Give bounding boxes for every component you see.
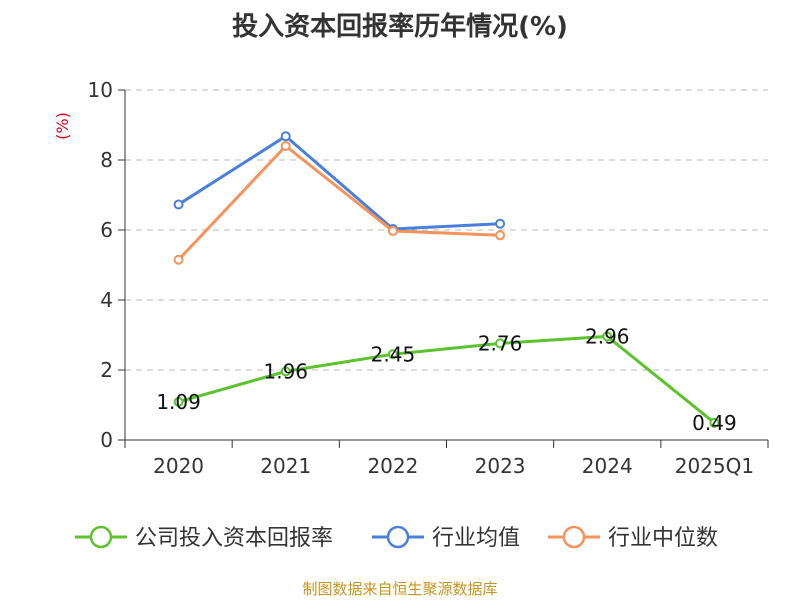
legend-marker-icon [562, 525, 586, 549]
x-tick-label: 2025Q1 [675, 454, 754, 478]
data-point [495, 218, 506, 229]
data-point [387, 226, 398, 237]
x-tick-label: 2022 [367, 454, 418, 478]
series-line-1 [177, 134, 501, 231]
legend[interactable]: 公司投入资本回报率 行业均值 行业中位数 [75, 525, 718, 551]
legend-label: 行业中位数 [608, 526, 718, 551]
data-point [280, 366, 291, 377]
legend-label: 行业均值 [432, 526, 520, 551]
y-tick-label: 0 [100, 428, 113, 452]
x-tick-label: 2020 [153, 454, 204, 478]
legend-marker-icon [386, 525, 410, 549]
y-tick-label: 8 [100, 148, 113, 172]
data-label: 1.09 [156, 390, 201, 414]
data-label: 0.49 [692, 411, 737, 435]
legend-marker-icon [89, 525, 113, 549]
data-label: 1.96 [263, 359, 308, 383]
chart-title: 投入资本回报率历年情况(%) [232, 12, 568, 42]
y-tick-label: 2 [100, 358, 113, 382]
legend-label: 公司投入资本回报率 [135, 526, 333, 551]
series-line-0 [178, 334, 716, 425]
y-tick-label: 10 [88, 78, 113, 102]
y-tick-label: 4 [100, 288, 113, 312]
legend-item-0[interactable]: 公司投入资本回报率 [75, 525, 333, 551]
data-label: 2.45 [371, 342, 416, 366]
data-point [173, 396, 184, 407]
x-tick-label: 2021 [260, 454, 311, 478]
grid-lines [125, 89, 768, 371]
y-tick-label: 6 [100, 218, 113, 242]
series-lines [173, 131, 720, 428]
x-tick-label: 2024 [582, 454, 633, 478]
data-point [280, 131, 291, 142]
y-axis-unit-label: (%) [53, 112, 72, 140]
axes: 0 2 4 6 8 10 2020 2021 2022 2023 2024 2025Q1 [88, 78, 769, 478]
data-point [280, 141, 291, 151]
data-point [709, 417, 720, 428]
legend-item-2[interactable]: 行业中位数 [548, 525, 718, 551]
data-labels: 1.09 1.96 2.45 2.76 2.96 0.49 [156, 324, 736, 434]
data-point [602, 331, 613, 342]
source-note: 制图数据来自恒生聚源数据库 [302, 580, 498, 598]
data-point [387, 349, 398, 360]
data-point [173, 199, 184, 210]
series-line-2 [177, 144, 501, 261]
data-label: 2.96 [585, 324, 630, 348]
data-point [173, 254, 184, 265]
data-point [495, 230, 506, 241]
legend-item-1[interactable]: 行业均值 [372, 525, 520, 551]
data-label: 2.76 [478, 331, 523, 355]
x-tick-label: 2023 [475, 454, 526, 478]
data-point [495, 338, 506, 349]
